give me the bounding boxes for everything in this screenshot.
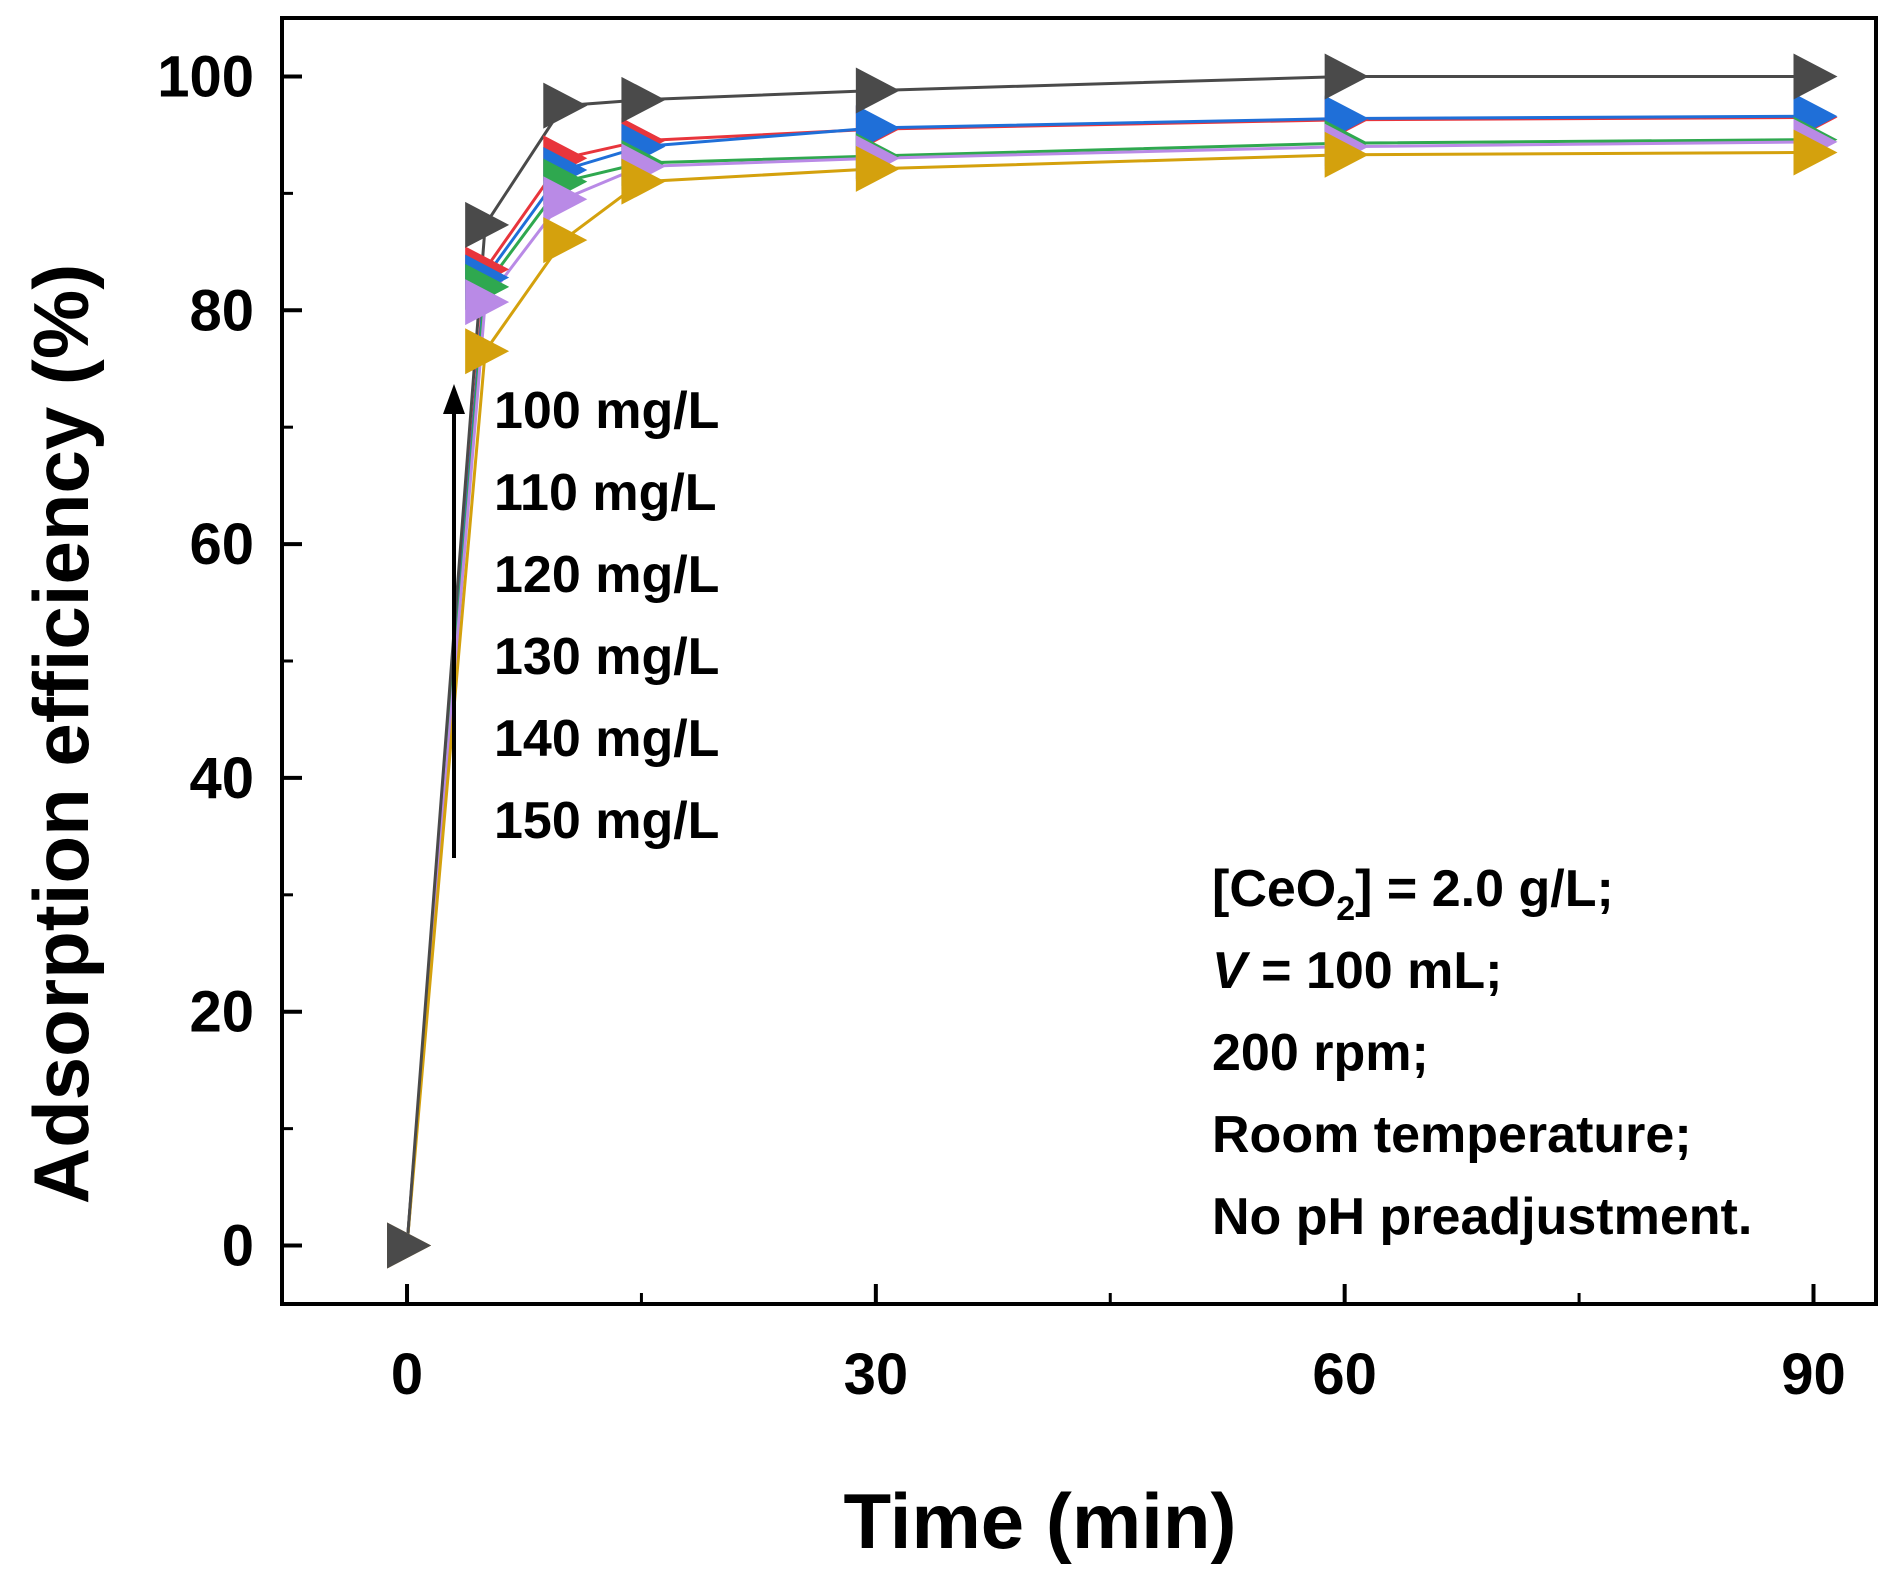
condition-volume: V = 100 mL; [1212,942,1502,1000]
y-axis-title: Adsorption efficiency (%) [17,264,105,1204]
y-tick-label: 100 [157,44,254,109]
data-point-marker [465,201,510,248]
data-point-marker [543,217,588,264]
condition-speed: 200 rpm; [1212,1024,1429,1082]
y-tick-label: 20 [189,980,254,1045]
experimental-conditions: [CeO2] = 2.0 g/L; V = 100 mL; 200 rpm; R… [1212,860,1752,1246]
y-tick-label: 0 [222,1214,254,1279]
x-tick-label: 30 [844,1342,909,1407]
y-tick-label: 80 [189,278,254,343]
data-point-marker [855,67,900,114]
annotation-label: 110 mg/L [494,464,717,522]
x-axis-title: Time (min) [844,1477,1237,1565]
data-point-marker [1324,131,1369,178]
data-point-marker [465,328,510,375]
data-point-marker [621,158,666,205]
x-tick-label: 60 [1312,1342,1377,1407]
condition-temperature: Room temperature; [1212,1106,1692,1164]
series-line [405,138,1814,1246]
annotation-label: 120 mg/L [494,546,719,604]
y-tick-label: 40 [189,746,254,811]
x-tick-label: 90 [1781,1342,1846,1407]
series-layer [387,53,1838,1269]
series-line [405,150,1814,1246]
data-point-marker [465,279,510,326]
condition-dosage: [CeO2] = 2.0 g/L; [1212,860,1614,928]
data-point-marker [1793,129,1838,176]
data-point-marker [1793,53,1838,100]
x-tick-label: 0 [391,1342,423,1407]
data-point-marker [1324,53,1369,100]
annotation-label: 130 mg/L [494,628,719,686]
annotation-label: 150 mg/L [494,792,719,850]
data-point-marker [855,145,900,192]
series-line [405,140,1814,1246]
concentration-annotation: 100 mg/L 110 mg/L 120 mg/L 130 mg/L 140 … [443,382,719,858]
axis-ticks: 0 20 40 60 80 100 0 30 60 90 [157,44,1846,1407]
data-point-marker [543,82,588,129]
y-tick-label: 60 [189,512,254,577]
data-point-marker [621,76,666,123]
arrow-up-icon [443,384,465,414]
data-point-marker [387,1222,432,1269]
annotation-label: 140 mg/L [494,710,719,768]
condition-ph: No pH preadjustment. [1212,1188,1752,1246]
annotation-label: 100 mg/L [494,382,719,440]
data-point-marker [543,176,588,223]
